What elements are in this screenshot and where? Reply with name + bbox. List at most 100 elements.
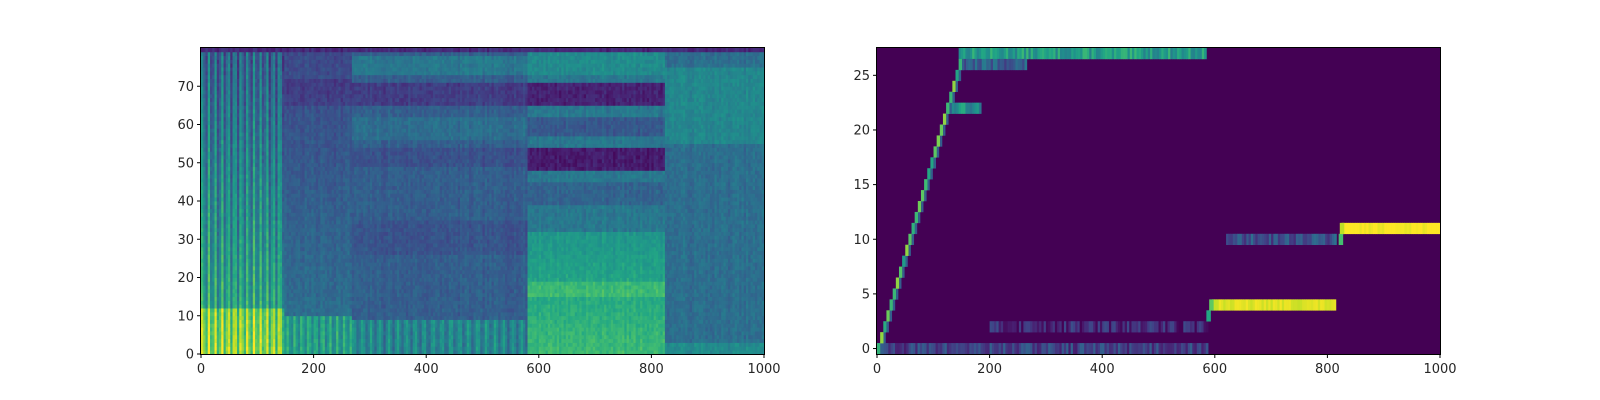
heatmap-cell <box>295 220 299 225</box>
heatmap-cell <box>207 193 211 198</box>
heatmap-cell <box>210 204 213 210</box>
heatmap-cell <box>268 342 272 347</box>
heatmap-cell <box>250 185 254 190</box>
heatmap-cell <box>225 147 229 152</box>
heatmap-cell <box>237 239 240 244</box>
heatmap-cell <box>241 90 245 95</box>
heatmap-cell <box>219 223 222 229</box>
heatmap-cell <box>275 120 278 125</box>
heatmap-cell <box>279 266 283 271</box>
heatmap-cell <box>203 82 206 87</box>
heatmap-cell <box>216 86 220 91</box>
heatmap-cell <box>293 132 296 137</box>
heatmap-cell <box>270 342 274 347</box>
heatmap-cell <box>266 231 269 236</box>
heatmap-cell <box>228 162 231 167</box>
heatmap-cell <box>277 212 281 217</box>
heatmap-cell <box>210 250 213 255</box>
heatmap-cell <box>279 223 283 229</box>
heatmap-cell <box>257 193 260 198</box>
heatmap-cell <box>243 74 247 79</box>
heatmap-cell <box>214 308 218 313</box>
heatmap-cell <box>286 181 290 187</box>
heatmap-cell <box>221 143 224 148</box>
heatmap-cell <box>259 128 263 133</box>
heatmap-cell <box>275 124 278 129</box>
heatmap-cell <box>250 158 254 164</box>
heatmap-cell <box>203 235 206 240</box>
heatmap-cell <box>228 319 231 324</box>
heatmap-cell <box>275 197 278 202</box>
heatmap-cell <box>295 197 299 202</box>
heatmap-cell <box>223 78 227 83</box>
heatmap-cell <box>268 323 272 328</box>
heatmap-cell <box>232 63 236 68</box>
heatmap-cell <box>246 212 249 217</box>
heatmap-cell <box>203 48 206 53</box>
heatmap-cell <box>266 86 269 91</box>
heatmap-cell <box>282 170 285 175</box>
heatmap-cell <box>277 262 281 267</box>
heatmap-cell <box>259 109 263 114</box>
heatmap-cell <box>201 93 204 99</box>
heatmap-cell <box>300 273 303 278</box>
heatmap-cell <box>234 331 238 336</box>
heatmap-cell <box>216 135 220 141</box>
heatmap-cell <box>257 90 260 95</box>
heatmap-cell <box>207 132 211 137</box>
heatmap-cell <box>300 135 303 141</box>
heatmap-cell <box>241 308 245 313</box>
heatmap-cell <box>234 258 238 263</box>
heatmap-cell <box>268 327 272 332</box>
heatmap-cell <box>237 288 240 294</box>
heatmap-cell <box>273 204 276 210</box>
heatmap-cell <box>270 296 274 301</box>
heatmap-cell <box>239 308 242 313</box>
heatmap-cell <box>268 113 272 118</box>
heatmap-cell <box>239 243 242 248</box>
heatmap-cell <box>221 151 224 156</box>
heatmap-cell <box>203 304 206 309</box>
heatmap-cell <box>219 101 222 106</box>
heatmap-cell <box>248 323 251 328</box>
heatmap-cell <box>232 208 236 213</box>
heatmap-cell <box>239 204 242 210</box>
heatmap-cell <box>329 51 333 57</box>
heatmap-cell <box>250 93 254 99</box>
heatmap-cell <box>329 139 333 145</box>
heatmap-cell <box>216 288 220 294</box>
heatmap-cell <box>300 139 303 145</box>
heatmap-cell <box>268 185 272 190</box>
heatmap-cell <box>259 197 263 202</box>
heatmap-cell <box>237 63 240 68</box>
heatmap-cell <box>246 239 249 244</box>
heatmap-cell <box>300 208 303 213</box>
heatmap-cell <box>241 231 245 236</box>
heatmap-cell <box>291 197 294 202</box>
heatmap-cell <box>219 285 222 290</box>
heatmap-cell <box>219 246 222 252</box>
heatmap-cell <box>255 48 258 53</box>
heatmap-cell <box>221 181 224 187</box>
heatmap-cell <box>268 109 272 114</box>
heatmap-cell <box>216 300 220 305</box>
heatmap-cell <box>250 116 254 122</box>
heatmap-cell <box>201 250 204 255</box>
heatmap-cell <box>270 246 274 252</box>
heatmap-cell <box>306 132 310 137</box>
heatmap-cell <box>212 327 215 332</box>
heatmap-cell <box>255 285 258 290</box>
heatmap-cell <box>268 201 272 206</box>
heatmap-cell <box>232 239 236 244</box>
heatmap-cell <box>239 74 242 79</box>
heatmap-cell <box>250 300 254 305</box>
heatmap-cell <box>277 254 281 259</box>
heatmap-cell <box>291 204 294 210</box>
heatmap-cell <box>257 120 260 125</box>
heatmap-cell <box>223 174 227 179</box>
heatmap-cell <box>216 277 220 282</box>
heatmap-cell <box>210 155 213 160</box>
heatmap-cell <box>306 338 310 343</box>
heatmap-cell <box>277 338 281 343</box>
heatmap-cell <box>248 155 251 160</box>
